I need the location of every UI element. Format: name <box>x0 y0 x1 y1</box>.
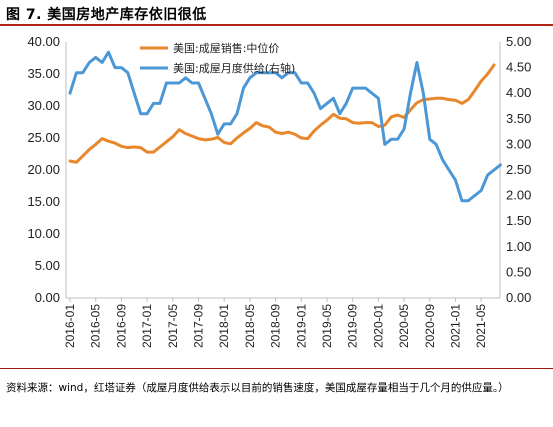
series-line-median-price <box>68 63 496 164</box>
legend: 美国:成屋销售:中位价 美国:成屋月度供给(右轴) <box>140 41 295 75</box>
left-tick-label: 30.00 <box>27 98 60 113</box>
x-tick-label: 2016-05 <box>89 304 103 348</box>
right-axis-ticks: 0.00 0.50 1.00 1.50 2.00 2.50 3.00 3.50 4.00 4.50… <box>506 34 531 305</box>
x-tick-label: 2020-09 <box>423 304 437 348</box>
right-tick-label: 4.50 <box>506 60 531 75</box>
right-tick-label: 1.50 <box>506 213 531 228</box>
x-tick-label: 2018-05 <box>243 304 257 348</box>
x-tick-label: 2018-09 <box>269 304 283 348</box>
x-tick-label: 2021-05 <box>474 304 488 348</box>
line-chart: 0.00 5.00 10.00 15.00 20.00 25.00 30.00 35.00 40… <box>27 34 531 348</box>
left-tick-label: 35.00 <box>27 66 60 81</box>
x-tick-label: 2020-05 <box>397 304 411 348</box>
legend-label-median-price: 美国:成屋销售:中位价 <box>173 41 279 55</box>
left-tick-label: 0.00 <box>35 290 60 305</box>
right-tick-label: 0.00 <box>506 290 531 305</box>
right-tick-label: 3.50 <box>506 111 531 126</box>
x-tick-label: 2016-01 <box>63 304 77 348</box>
left-tick-label: 10.00 <box>27 226 60 241</box>
right-tick-label: 0.50 <box>506 264 531 279</box>
left-tick-label: 25.00 <box>27 130 60 145</box>
x-tick-label: 2021-01 <box>448 304 462 348</box>
x-tick-label: 2018-01 <box>217 304 231 348</box>
right-tick-label: 3.00 <box>506 136 531 151</box>
x-tick-label: 2017-01 <box>140 304 154 348</box>
source-note: 资料来源：wind，红塔证券（成屋月度供给表示以目前的销售速度，美国成屋存量相当… <box>6 382 509 394</box>
series-line-months-supply <box>68 50 502 203</box>
left-axis-ticks: 0.00 5.00 10.00 15.00 20.00 25.00 30.00 35.00 40… <box>27 34 60 305</box>
left-tick-label: 5.00 <box>35 258 60 273</box>
right-tick-label: 1.00 <box>506 239 531 254</box>
right-tick-label: 2.00 <box>506 188 531 203</box>
x-tick-label: 2019-09 <box>346 304 360 348</box>
right-tick-label: 4.00 <box>506 85 531 100</box>
x-tick-label: 2016-09 <box>114 304 128 348</box>
right-tick-label: 2.50 <box>506 162 531 177</box>
left-tick-label: 20.00 <box>27 162 60 177</box>
left-tick-label: 15.00 <box>27 194 60 209</box>
x-tick-label: 2017-05 <box>166 304 180 348</box>
title-rule <box>0 24 553 26</box>
x-tick-label: 2017-09 <box>191 304 205 348</box>
footer-rule <box>0 368 553 369</box>
legend-label-months-supply: 美国:成屋月度供给(右轴) <box>173 61 295 75</box>
left-tick-label: 40.00 <box>27 34 60 49</box>
right-tick-label: 5.00 <box>506 34 531 49</box>
series-lines <box>68 50 502 203</box>
x-tick-label: 2019-05 <box>320 304 334 348</box>
x-tick-label: 2020-01 <box>371 304 385 348</box>
page-title: 图 7. 美国房地产库存依旧很低 <box>6 7 207 23</box>
x-axis-ticks: 2016-01 2016-05 2016-09 2017-01 2017-05 2017-… <box>63 298 488 348</box>
x-tick-label: 2019-01 <box>294 304 308 348</box>
